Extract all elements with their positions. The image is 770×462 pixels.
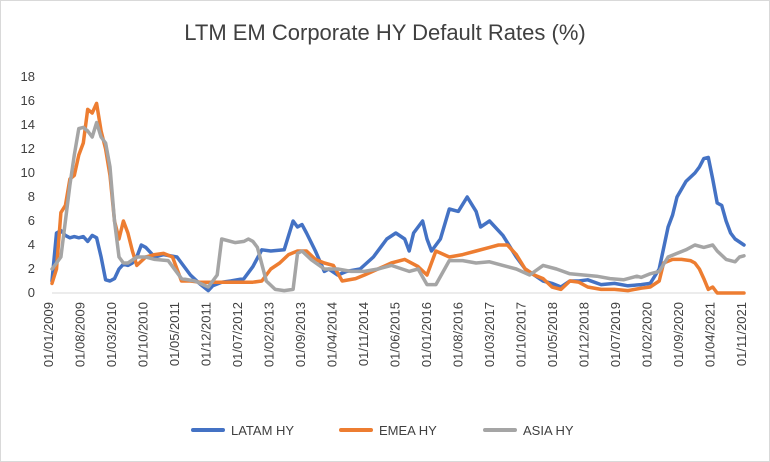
series-line-asia-hy	[50, 120, 746, 293]
y-tick-label: 14	[21, 117, 35, 132]
x-tick-label: 01/10/2017	[514, 302, 529, 367]
x-tick-label: 01/05/2011	[167, 302, 182, 366]
x-tick-label: 01/06/2015	[388, 302, 403, 367]
series-line-latam-hy	[50, 155, 746, 293]
x-tick-label: 01/08/2016	[451, 302, 466, 367]
x-tick-label: 01/07/2012	[230, 302, 245, 367]
x-tick-label: 01/04/2021	[703, 302, 718, 367]
x-tick-label: 01/11/2021	[734, 302, 749, 366]
y-tick-label: 10	[21, 165, 35, 180]
legend-label: LATAM HY	[231, 423, 294, 438]
x-axis: 01/01/2009 01/08/2009 01/03/2010 01/10/2010…	[41, 292, 749, 367]
legend-label: ASIA HY	[523, 423, 574, 438]
x-tick-label: 01/08/2009	[73, 302, 88, 367]
legend: LATAM HY EMEA HY ASIA HY	[191, 423, 574, 438]
y-tick-label: 4	[28, 237, 35, 252]
x-tick-label: 01/12/2011	[199, 302, 214, 366]
x-tick-label: 01/01/2009	[41, 302, 56, 367]
y-tick-label: 8	[28, 189, 35, 204]
x-tick-label: 01/09/2013	[293, 302, 308, 367]
x-tick-label: 01/03/2010	[104, 302, 119, 367]
x-tick-label: 01/02/2013	[262, 302, 277, 367]
legend-item-latam-hy: LATAM HY	[191, 423, 294, 438]
y-tick-label: 0	[28, 285, 35, 300]
x-tick-label: 01/01/2016	[419, 302, 434, 367]
y-tick-label: 2	[28, 261, 35, 276]
x-tick-label: 01/05/2018	[545, 302, 560, 367]
series-line-emea-hy	[50, 101, 746, 295]
x-tick-label: 01/11/2014	[356, 302, 371, 366]
x-tick-label: 01/04/2014	[325, 302, 340, 367]
y-tick-label: 16	[21, 93, 35, 108]
x-tick-label: 01/10/2010	[136, 302, 151, 367]
y-tick-label: 12	[21, 141, 35, 156]
x-tick-label: 01/03/2017	[482, 302, 497, 367]
y-axis: 0 2 4 6 8 10 12 14 16 18	[21, 69, 35, 300]
y-tick-label: 18	[21, 69, 35, 84]
series-layer	[50, 101, 746, 295]
legend-item-asia-hy: ASIA HY	[483, 423, 574, 438]
x-tick-label: 01/12/2018	[577, 302, 592, 367]
y-tick-label: 6	[28, 213, 35, 228]
x-tick-label: 01/02/2020	[640, 302, 655, 367]
x-tick-label: 01/09/2020	[671, 302, 686, 367]
x-tick-label: 01/07/2019	[608, 302, 623, 367]
legend-item-emea-hy: EMEA HY	[339, 423, 437, 438]
legend-label: EMEA HY	[379, 423, 437, 438]
chart-title: LTM EM Corporate HY Default Rates (%)	[184, 20, 586, 45]
